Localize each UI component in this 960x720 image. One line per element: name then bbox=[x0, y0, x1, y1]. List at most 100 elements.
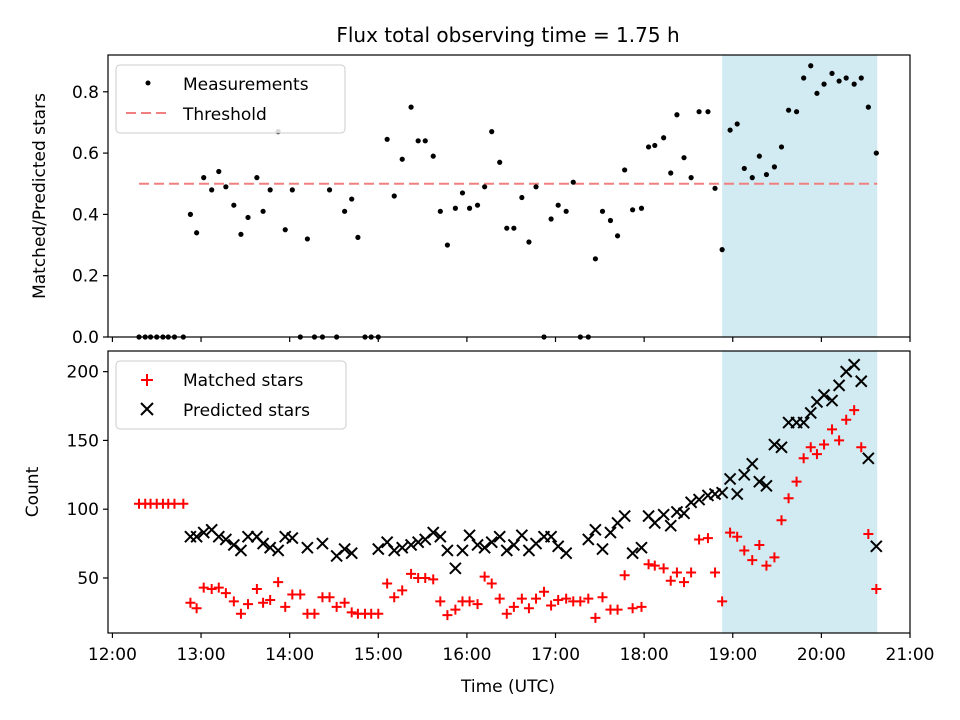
matched-star-point bbox=[339, 597, 350, 608]
measurement-point bbox=[260, 208, 266, 214]
predicted-star-point bbox=[478, 541, 491, 554]
predicted-star-point bbox=[338, 542, 351, 556]
measurement-point bbox=[474, 202, 481, 208]
predicted-star-point bbox=[559, 547, 573, 560]
matched-star-point bbox=[671, 567, 682, 578]
measurement-point bbox=[599, 208, 606, 214]
predicted-star-point bbox=[862, 452, 875, 465]
measurement-point bbox=[719, 247, 725, 253]
matched-star-point bbox=[679, 577, 690, 588]
matched-star-point bbox=[479, 571, 490, 582]
matched-star-point bbox=[769, 552, 780, 563]
matched-star-point bbox=[597, 592, 608, 603]
matched-star-point bbox=[791, 476, 802, 487]
measurement-point bbox=[533, 184, 539, 190]
measurement-point bbox=[489, 129, 495, 135]
measurement-point bbox=[771, 164, 778, 170]
predicted-star-point bbox=[345, 547, 358, 560]
bottom-x-axis-ticks: 12:00 13:00 14:00 15:00 16:00 17:00 18:00 19:00… bbox=[88, 633, 935, 665]
measurement-point bbox=[785, 107, 792, 113]
predicted-star-point bbox=[544, 530, 558, 543]
measurement-point bbox=[519, 194, 525, 201]
matched-star-point bbox=[213, 582, 224, 593]
predicted-star-point bbox=[775, 441, 788, 454]
measurement-point bbox=[851, 81, 857, 87]
bottom-legend: Matched stars Predicted stars bbox=[115, 360, 347, 430]
measurement-point bbox=[254, 175, 260, 181]
measurement-point bbox=[548, 216, 554, 222]
measurement-point bbox=[223, 184, 229, 190]
legend-marker-matched bbox=[141, 374, 153, 386]
predicted-star-point bbox=[723, 472, 737, 486]
matched-star-point bbox=[710, 567, 721, 578]
x-tick-label: 16:00 bbox=[442, 645, 491, 665]
bottom-panel: 50 100 150 200 12:00 13:00 14:00 15:00 16:00 17:… bbox=[23, 350, 935, 697]
predicted-star-point bbox=[635, 541, 648, 554]
measurement-point bbox=[674, 112, 680, 118]
matched-star-point bbox=[702, 533, 713, 544]
measurement-point bbox=[289, 187, 295, 193]
predicted-star-point bbox=[396, 541, 409, 554]
x-tick-label: 15:00 bbox=[354, 645, 403, 665]
measurement-point bbox=[836, 78, 842, 84]
predicted-star-point bbox=[760, 479, 773, 493]
y-tick-label: 0.8 bbox=[72, 83, 99, 103]
predicted-star-point bbox=[753, 475, 766, 488]
matched-star-point bbox=[389, 592, 400, 603]
matched-star-point bbox=[811, 449, 822, 460]
predicted-star-point bbox=[434, 530, 447, 543]
measurement-point bbox=[231, 202, 237, 208]
predicted-star-point bbox=[626, 547, 639, 560]
predicted-star-point bbox=[456, 544, 469, 557]
measurement-point bbox=[688, 175, 694, 181]
matched-star-point bbox=[169, 498, 180, 509]
predicted-star-point bbox=[507, 538, 521, 552]
predicted-star-point bbox=[256, 537, 270, 550]
predicted-star-point bbox=[500, 544, 513, 557]
measurement-point bbox=[459, 190, 466, 196]
predicted-star-point bbox=[797, 416, 810, 429]
legend-label-predicted: Predicted stars bbox=[183, 401, 310, 421]
x-tick-label: 19:00 bbox=[708, 645, 757, 665]
predicted-star-point bbox=[596, 542, 609, 556]
matched-star-point bbox=[612, 604, 623, 615]
measurement-point bbox=[668, 170, 674, 176]
measurement-point bbox=[630, 207, 636, 213]
x-tick-label: 12:00 bbox=[88, 645, 137, 665]
matched-star-point bbox=[516, 593, 527, 604]
predicted-star-point bbox=[515, 529, 529, 542]
matched-star-point bbox=[841, 414, 852, 425]
top-axes-frame bbox=[107, 54, 911, 338]
measurement-point bbox=[430, 153, 436, 159]
y-tick-label: 0.4 bbox=[72, 205, 99, 225]
predicted-star-point bbox=[589, 523, 602, 537]
measurement-point bbox=[873, 150, 879, 156]
matched-star-point bbox=[464, 596, 475, 607]
measurement-point bbox=[216, 168, 222, 175]
measurement-point bbox=[622, 167, 628, 173]
y-tick-label: 0.6 bbox=[72, 144, 99, 164]
matched-star-point bbox=[686, 567, 697, 578]
measurement-point bbox=[201, 175, 207, 181]
measurement-point bbox=[607, 217, 614, 224]
measurement-point bbox=[422, 138, 428, 144]
predicted-star-point bbox=[618, 509, 631, 523]
legend-label-measurements: Measurements bbox=[183, 75, 309, 95]
matched-star-point bbox=[486, 578, 497, 589]
predicted-star-point bbox=[493, 530, 506, 543]
predicted-star-point bbox=[692, 493, 706, 506]
predicted-star-point bbox=[316, 537, 329, 550]
predicted-star-point bbox=[677, 507, 691, 520]
matched-star-point bbox=[590, 612, 601, 623]
matched-star-point bbox=[798, 453, 809, 464]
measurement-point bbox=[563, 208, 569, 214]
measurement-point bbox=[304, 236, 310, 242]
measurement-point bbox=[645, 144, 652, 150]
predicted-star-point bbox=[241, 530, 255, 543]
y-tick-label: 100 bbox=[67, 500, 99, 520]
measurement-point bbox=[570, 179, 576, 185]
matched-star-point bbox=[251, 583, 262, 594]
measurement-point bbox=[829, 70, 835, 76]
measurement-point bbox=[763, 171, 770, 178]
